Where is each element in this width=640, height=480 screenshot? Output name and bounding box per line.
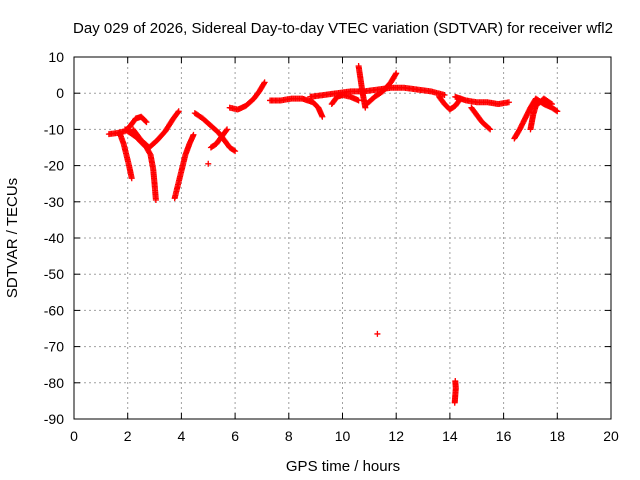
data-point xyxy=(205,160,212,167)
data-point xyxy=(260,80,267,87)
data-point xyxy=(441,92,448,99)
y-tick-label: -70 xyxy=(44,339,64,355)
y-axis-title: SDTVAR / TECUs xyxy=(4,178,21,298)
y-tick-label: -50 xyxy=(44,266,64,282)
chart-title: Day 029 of 2026, Sidereal Day-to-day VTE… xyxy=(73,20,613,37)
grid-lines xyxy=(74,57,611,419)
x-tick-label: 6 xyxy=(231,428,239,444)
data-point xyxy=(152,196,159,203)
data-point xyxy=(232,148,239,155)
data-point xyxy=(261,79,268,86)
x-tick-label: 16 xyxy=(496,428,512,444)
data-point xyxy=(223,127,230,134)
x-tick-label: 0 xyxy=(70,428,78,444)
data-point xyxy=(231,147,238,154)
y-tick-label: -80 xyxy=(44,375,64,391)
y-tick-label: -30 xyxy=(44,194,64,210)
x-tick-labels: 0 2 4 6 8 10 12 14 16 18 20 xyxy=(70,428,619,444)
x-tick-label: 2 xyxy=(124,428,132,444)
data-point xyxy=(319,113,326,120)
data-point xyxy=(393,70,400,77)
data-point xyxy=(175,108,182,115)
y-tick-label: -90 xyxy=(44,411,64,427)
x-tick-label: 4 xyxy=(178,428,186,444)
data-point xyxy=(142,118,149,125)
data-point xyxy=(487,126,494,133)
x-tick-label: 12 xyxy=(388,428,404,444)
data-point xyxy=(224,126,231,133)
x-tick-label: 20 xyxy=(603,428,619,444)
data-point xyxy=(143,119,150,126)
data-point xyxy=(174,109,181,116)
y-tick-label: -60 xyxy=(44,302,64,318)
data-point xyxy=(553,107,560,114)
data-point xyxy=(392,71,399,78)
x-tick-label: 8 xyxy=(285,428,293,444)
x-tick-label: 10 xyxy=(335,428,351,444)
data-point xyxy=(554,108,561,115)
y-tick-label: -10 xyxy=(44,121,64,137)
y-tick-labels: 10 0 -10 -20 -30 -40 -50 -60 -70 -80 -90 xyxy=(44,49,64,427)
data-point xyxy=(451,399,458,406)
data-point xyxy=(548,101,555,108)
y-tick-label: -40 xyxy=(44,230,64,246)
y-tick-label: 0 xyxy=(56,85,64,101)
x-axis-title: GPS time / hours xyxy=(286,458,400,475)
y-tick-label: -20 xyxy=(44,158,64,174)
data-point xyxy=(128,175,135,182)
data-point xyxy=(374,330,381,337)
data-point xyxy=(355,97,362,104)
y-tick-label: 10 xyxy=(48,49,64,65)
axis-ticks xyxy=(73,56,612,420)
data-point xyxy=(547,100,554,107)
data-point xyxy=(505,99,512,106)
x-tick-label: 14 xyxy=(442,428,458,444)
x-tick-label: 18 xyxy=(550,428,566,444)
data-point xyxy=(362,104,369,111)
data-point xyxy=(190,131,197,138)
data-point xyxy=(486,125,493,132)
data-points xyxy=(105,63,561,406)
